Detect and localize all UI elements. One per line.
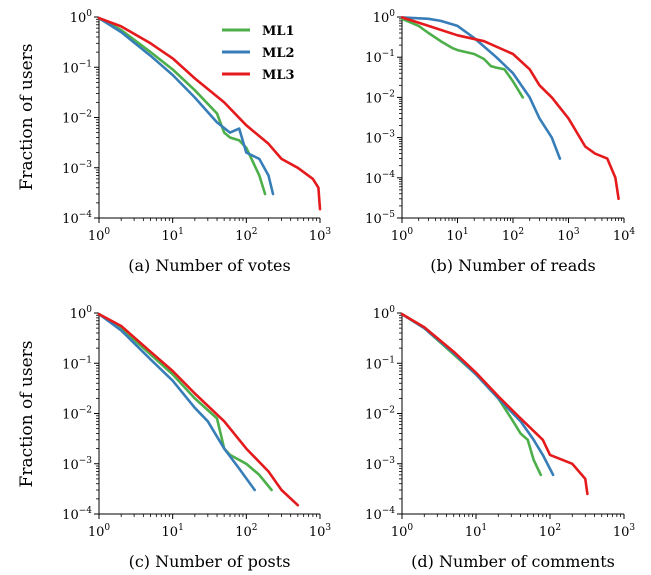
y-axis-label: Fraction of users: [17, 44, 37, 191]
legend-label-ml3: ML3: [262, 68, 295, 83]
panel-3: 100 101 102 103 10−4 10−3 10−2 10−1 100 (c) Numbe…: [62, 305, 331, 571]
y-tick-label: 10−2: [365, 406, 395, 423]
series-line-ml3: [400, 312, 589, 496]
panels: 100 101 102 103 10−4 10−3 10−2 10−1 100 (a) Numbe…: [62, 9, 635, 571]
y-tick-label: 10−3: [62, 456, 92, 473]
y-tick-label: 10−5: [365, 210, 395, 227]
series-line-ml1: [97, 16, 267, 196]
x-tick-label: 102: [235, 523, 257, 540]
series-line-ml3: [97, 16, 322, 211]
series-line-ml2: [97, 312, 256, 492]
y-axis-label-bottom: Fraction of users: [17, 341, 37, 488]
y-tick-label: 10−1: [62, 59, 92, 76]
x-tick-label: 103: [557, 227, 580, 244]
y-tick-label: 10−3: [365, 130, 395, 147]
series-line-ml1: [400, 17, 525, 99]
y-tick-label: 100: [70, 305, 93, 322]
x-tick-label: 103: [309, 227, 332, 244]
x-tick-label: 100: [391, 523, 414, 540]
x-tick-label: 101: [465, 523, 487, 540]
series-line-ml1: [400, 312, 543, 477]
legend-label-ml2: ML2: [262, 46, 295, 61]
y-tick-label: 10−4: [62, 210, 92, 227]
series-line-ml3: [400, 16, 620, 201]
y-tick-label: 10−3: [62, 160, 92, 177]
x-tick-label: 100: [88, 523, 111, 540]
x-tick-label: 102: [539, 523, 561, 540]
y-axis-label: Fraction of users: [17, 341, 37, 488]
x-tick-label: 100: [391, 227, 414, 244]
x-tick-label: 104: [613, 227, 636, 244]
series-line-ml2: [97, 16, 275, 196]
x-tick-label: 100: [88, 227, 111, 244]
panel-caption: (a) Number of votes: [128, 256, 290, 275]
y-tick-label: 10−4: [62, 506, 92, 523]
legend: ML1 ML2 ML3: [222, 24, 295, 83]
panel-caption: (d) Number of comments: [411, 552, 615, 571]
y-tick-label: 10−1: [365, 355, 395, 372]
y-tick-label: 100: [70, 9, 93, 26]
x-tick-label: 102: [502, 227, 524, 244]
x-tick-label: 101: [162, 227, 184, 244]
panel-1: 100 101 102 103 10−4 10−3 10−2 10−1 100 (a) Numbe…: [62, 9, 331, 275]
y-tick-label: 10−4: [365, 506, 395, 523]
series-line-ml1: [97, 312, 273, 492]
y-tick-label: 100: [373, 9, 396, 26]
legend-label-ml1: ML1: [262, 24, 295, 39]
y-tick-label: 10−1: [365, 49, 395, 66]
y-tick-label: 10−2: [62, 110, 92, 127]
y-tick-label: 10−2: [62, 406, 92, 423]
x-tick-label: 102: [235, 227, 257, 244]
panel-4: 100 101 102 103 10−4 10−3 10−2 10−1 100 (d) Numbe…: [365, 305, 635, 571]
panel-caption: (b) Number of reads: [430, 256, 595, 275]
series-line-ml3: [97, 312, 300, 507]
panel-caption: (c) Number of posts: [129, 552, 291, 571]
x-tick-label: 103: [309, 523, 332, 540]
y-tick-label: 10−3: [365, 456, 395, 473]
x-tick-label: 103: [613, 523, 636, 540]
series-line-ml2: [400, 16, 562, 160]
y-tick-label: 10−2: [365, 89, 395, 106]
x-tick-label: 101: [446, 227, 468, 244]
panel-2: 100 101 102 103 104 10−5 10−4 10−3 10−2 10−1 100 (b…: [365, 9, 635, 275]
y-tick-label: 100: [373, 305, 396, 322]
y-tick-label: 10−1: [62, 355, 92, 372]
x-tick-label: 101: [162, 523, 184, 540]
y-tick-label: 10−4: [365, 170, 395, 187]
y-axis-label-top: Fraction of users: [17, 44, 37, 191]
